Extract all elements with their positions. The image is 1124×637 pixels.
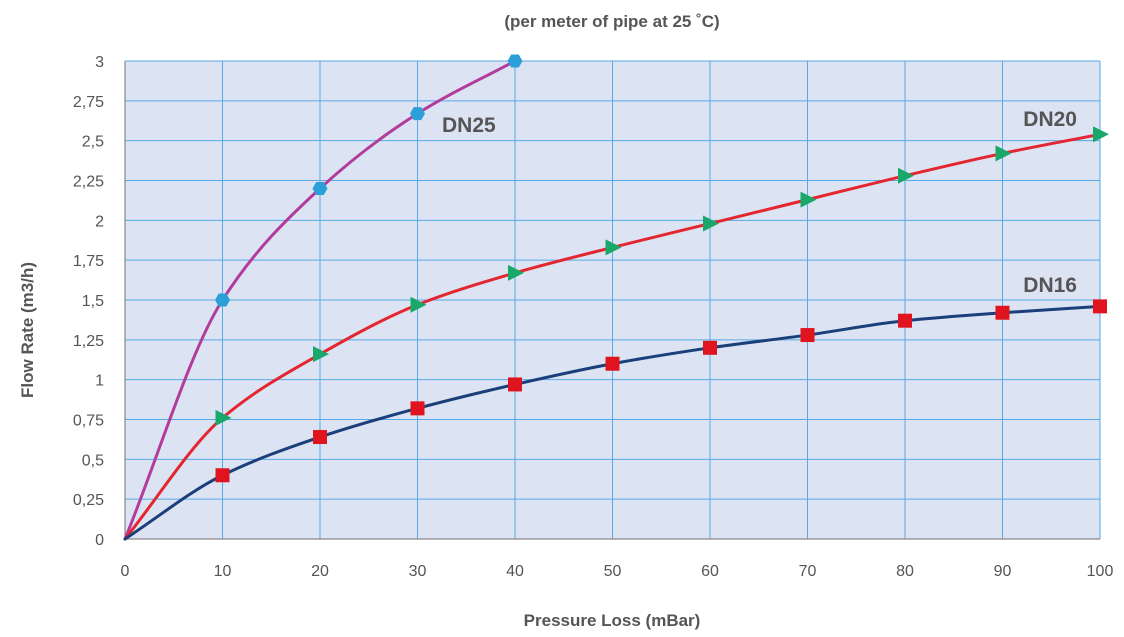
chart-text: (per meter of pipe at 25 ˚C) Pressure Lo… (18, 12, 720, 630)
y-tick-label: 1,25 (73, 333, 104, 350)
data-point-dn16 (800, 328, 815, 343)
data-point-dn20 (1093, 126, 1109, 143)
series-line-dn25 (123, 59, 517, 541)
data-point-dn25 (507, 54, 523, 68)
data-point-dn20 (703, 215, 719, 232)
y-tick-label: 1 (95, 373, 104, 390)
data-point-dn20 (605, 239, 622, 256)
data-point-dn20 (898, 167, 914, 184)
series-markers (215, 54, 1109, 483)
data-point-dn20 (410, 296, 427, 313)
data-point-dn20 (215, 409, 232, 426)
x-tick-label: 40 (506, 563, 524, 580)
data-point-dn25 (312, 181, 328, 195)
series-label-dn25: DN25 (442, 114, 496, 137)
y-tick-label: 1,5 (82, 293, 104, 310)
y-tick-label: 3 (95, 54, 104, 71)
data-point-dn20 (800, 191, 817, 208)
data-point-dn16 (995, 305, 1010, 320)
chart-subtitle: (per meter of pipe at 25 ˚C) (504, 12, 719, 31)
data-point-dn20 (313, 346, 329, 363)
x-tick-label: 10 (214, 563, 232, 580)
y-tick-label: 2,5 (82, 134, 104, 151)
y-tick-label: 2,75 (73, 94, 104, 111)
y-tick-label: 2 (95, 213, 104, 230)
tick-labels: 0 10 20 30 40 50 60 70 80 90 100 0 0,25 0,5 0,75 1 1,25 1… (73, 54, 1114, 580)
x-tick-label: 70 (799, 563, 817, 580)
y-tick-label: 0,25 (73, 492, 104, 509)
y-tick-label: 1,75 (73, 253, 104, 270)
x-tick-label: 100 (1087, 563, 1114, 580)
grid (124, 60, 1101, 540)
x-tick-label: 20 (311, 563, 329, 580)
data-point-dn16 (313, 430, 327, 445)
x-tick-label: 0 (121, 563, 130, 580)
y-axis-title: Flow Rate (m3/h) (18, 262, 37, 398)
series-label-dn16: DN16 (1023, 274, 1077, 297)
series-label-dn20: DN20 (1023, 108, 1077, 131)
x-tick-label: 50 (604, 563, 622, 580)
x-tick-label: 30 (409, 563, 427, 580)
data-point-dn16 (410, 401, 425, 416)
y-tick-label: 2,25 (73, 174, 104, 191)
data-point-dn16 (215, 468, 230, 483)
data-point-dn25 (215, 293, 230, 307)
data-point-dn16 (898, 313, 912, 328)
data-point-dn16 (605, 356, 620, 371)
x-tick-label: 60 (701, 563, 719, 580)
data-point-dn20 (508, 264, 524, 281)
data-point-dn20 (995, 145, 1012, 162)
y-tick-label: 0 (95, 532, 104, 549)
y-tick-label: 0,5 (82, 452, 104, 469)
data-point-dn16 (703, 340, 717, 355)
y-tick-label: 0,75 (73, 413, 104, 430)
data-point-dn25 (410, 107, 425, 121)
data-point-dn16 (1093, 299, 1107, 314)
x-tick-label: 80 (896, 563, 914, 580)
x-tick-label: 90 (994, 563, 1012, 580)
data-point-dn16 (508, 377, 522, 392)
series-line-dn16 (123, 304, 1102, 541)
x-axis-title: Pressure Loss (mBar) (524, 611, 701, 630)
